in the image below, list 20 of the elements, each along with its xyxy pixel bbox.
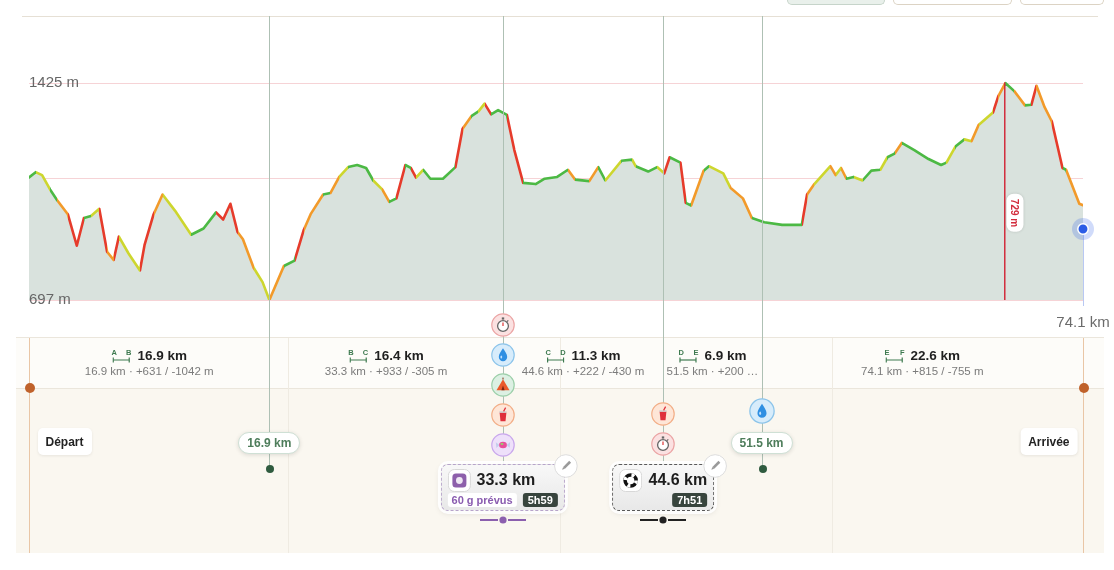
ref-line-label: 33.3 km (476, 471, 536, 489)
ref-line-label: 51.5 km (739, 436, 784, 450)
text: 16.9 km · +631 / -1042 m (84, 365, 214, 377)
y-tick-label: 1425 m (29, 73, 80, 91)
text: 51.5 km · +200 … (666, 365, 759, 377)
text: 11.3 km (571, 348, 621, 364)
text: 6.9 km (704, 348, 747, 364)
text: Départ (45, 434, 84, 449)
text: 729 m (1008, 199, 1020, 228)
x-tick-label: 74.1 km (1056, 313, 1110, 331)
text: 74.1 km · +815 / -755 m (861, 365, 984, 377)
text: Arrivée (1028, 434, 1070, 449)
text: 16.4 km (374, 348, 424, 364)
text: 44.6 km · +222 / -430 m (521, 365, 645, 377)
text: 22.6 km (910, 348, 961, 364)
ref-line-label: 16.9 km (247, 436, 292, 450)
text: 16.9 km (137, 348, 187, 364)
text: 33.3 km · +933 / -305 m (324, 365, 448, 377)
y-tick-label: 697 m (29, 290, 71, 308)
ref-line-label: 44.6 km (648, 471, 708, 489)
